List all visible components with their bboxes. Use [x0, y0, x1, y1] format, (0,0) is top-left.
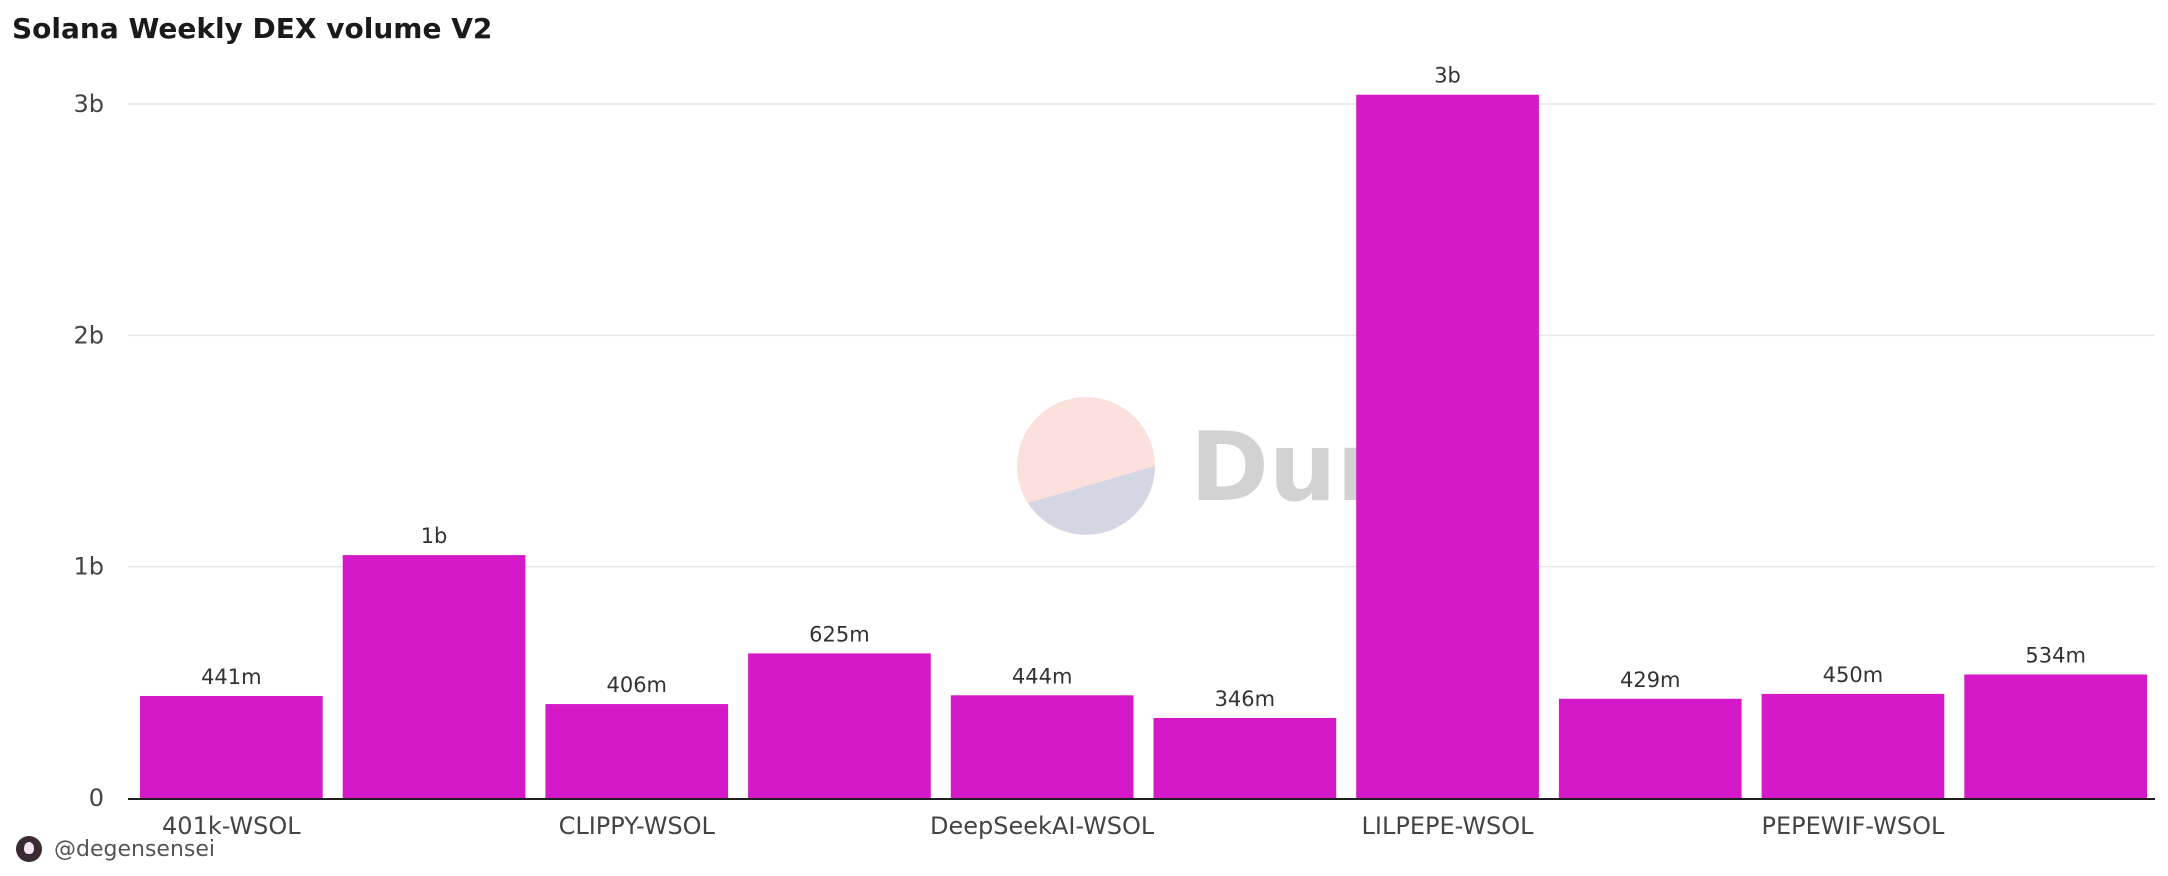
bar	[1356, 94, 1539, 799]
bar	[1964, 674, 2147, 798]
data-label: 444m	[1012, 664, 1073, 688]
data-label: 1b	[421, 524, 448, 548]
data-label: 534m	[2025, 643, 2086, 667]
bar	[1761, 693, 1945, 798]
data-label: 429m	[1620, 668, 1681, 692]
bar	[545, 704, 729, 798]
y-tick-label: 0	[89, 784, 104, 812]
y-tick-label: 1b	[73, 553, 104, 581]
x-tick-label: CLIPPY-WSOL	[559, 812, 716, 840]
data-label: 406m	[606, 673, 667, 697]
y-tick-label: 3b	[73, 90, 104, 118]
x-tick-label: LILPEPE-WSOL	[1362, 812, 1535, 840]
bar	[342, 555, 526, 798]
bars: 441m 1b 406m 625m 444m 346m 3b 429m 450m 534m	[140, 64, 2147, 799]
bar	[748, 653, 931, 798]
y-axis: 0 1b 2b 3b	[73, 90, 104, 812]
y-tick-label: 2b	[73, 321, 104, 349]
data-label: 346m	[1215, 687, 1276, 711]
author-handle[interactable]: @degensensei	[54, 836, 215, 862]
dune-logo-lower-icon	[1028, 466, 1155, 535]
data-label: 450m	[1823, 663, 1884, 687]
chart-title: Solana Weekly DEX volume V2	[12, 12, 493, 45]
data-label: 441m	[201, 665, 262, 689]
x-axis: 401k-WSOL CLIPPY-WSOL DeepSeekAI-WSOL LILPE…	[162, 812, 1945, 840]
footer: @degensensei	[16, 836, 215, 862]
data-label: 3b	[1434, 64, 1461, 88]
x-tick-label: 401k-WSOL	[162, 812, 301, 840]
data-label: 625m	[809, 622, 870, 646]
x-tick-label: DeepSeekAI-WSOL	[930, 812, 1155, 840]
bar	[950, 695, 1134, 798]
bar	[1153, 717, 1337, 798]
bar	[140, 695, 323, 798]
x-tick-label: PEPEWIF-WSOL	[1762, 812, 1945, 840]
user-avatar-icon[interactable]	[16, 836, 42, 862]
bar	[1558, 698, 1742, 798]
